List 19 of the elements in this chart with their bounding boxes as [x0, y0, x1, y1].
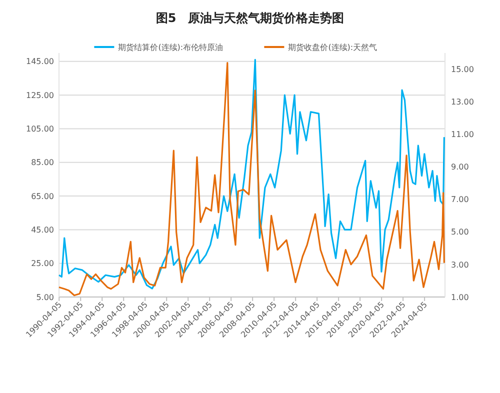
y2-tick-label: 9.00 [451, 162, 469, 172]
legend-label: 期货结算价(连续):布伦特原油 [118, 42, 224, 52]
y2-tick-label: 3.00 [451, 260, 469, 270]
y-tick-label: 85.00 [31, 158, 54, 168]
y-tick-label: 125.00 [26, 90, 54, 100]
y-tick-label: 5.00 [36, 292, 54, 302]
y-tick-label: 65.00 [31, 192, 54, 201]
y-tick-label: 145.00 [26, 57, 54, 66]
legend-label: 期货收盘价(连续):天然气 [288, 42, 378, 52]
y-tick-label: 45.00 [31, 225, 54, 234]
chart-title: 图5 原油与天然气期货价格走势图 [156, 11, 344, 25]
y2-tick-label: 1.00 [451, 292, 469, 302]
y2-tick-label: 7.00 [451, 195, 469, 204]
y-tick-label: 105.00 [26, 124, 54, 134]
y2-tick-label: 11.00 [451, 130, 474, 140]
y-tick-label: 25.00 [31, 259, 54, 268]
y2-tick-label: 13.00 [451, 98, 474, 107]
y2-tick-label: 5.00 [451, 228, 469, 237]
y2-tick-label: 15.00 [451, 65, 474, 74]
